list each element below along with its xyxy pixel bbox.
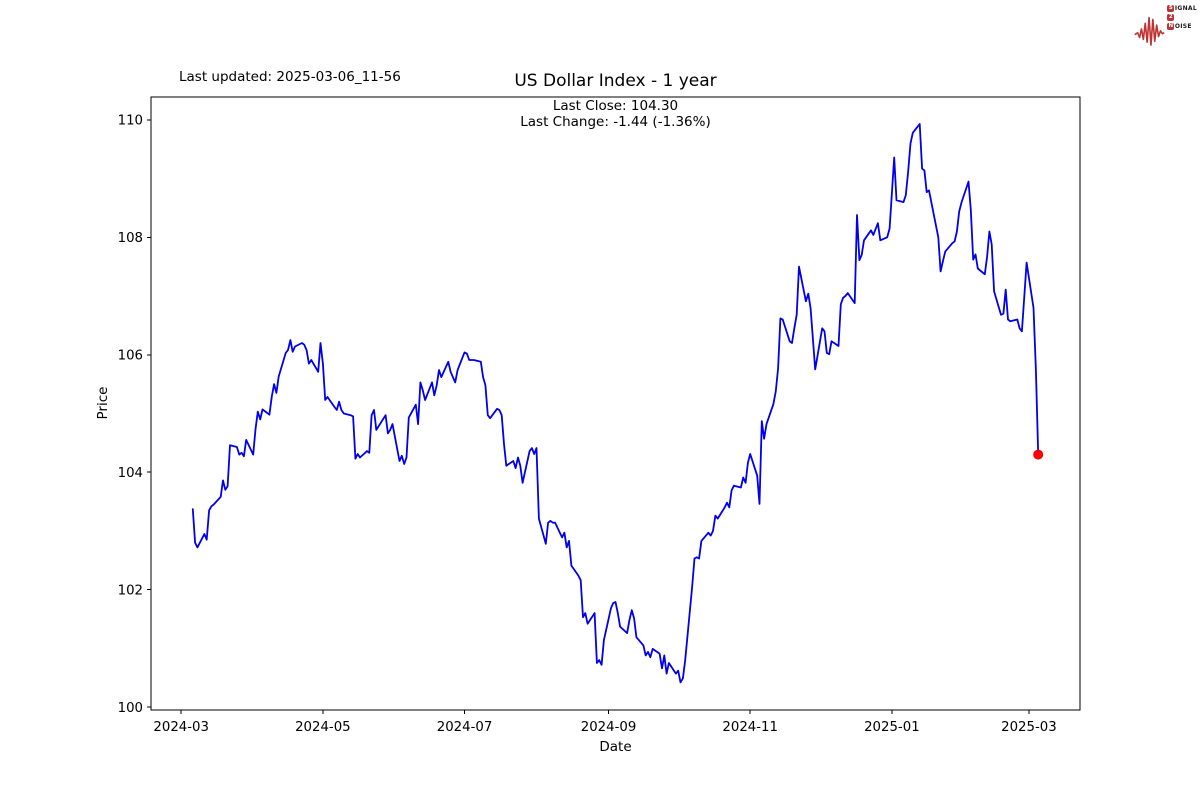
y-tick-label: 110 (118, 114, 143, 129)
plot-border (150, 96, 1081, 711)
waveform-icon (1134, 16, 1165, 46)
last-change-text: Last Change: -1.44 (-1.36%) (520, 113, 711, 130)
x-tick-label: 2025-03 (1001, 720, 1057, 735)
logo-badge-n: N (1167, 23, 1175, 30)
chart-title: US Dollar Index - 1 year (514, 71, 717, 91)
price-line (191, 123, 1040, 684)
y-tick-label: 100 (118, 701, 143, 716)
y-axis-label: Price (95, 386, 111, 420)
logo-text: S IGNAL 2 N OISE (1167, 5, 1197, 32)
x-tick-label: 2024-09 (581, 720, 637, 735)
last-price-marker (1033, 449, 1044, 460)
x-tick-label: 2024-03 (153, 720, 209, 735)
y-tick-label: 108 (118, 231, 143, 246)
x-tick-label: 2025-01 (864, 720, 920, 735)
x-tick-label: 2024-05 (295, 720, 351, 735)
last-updated-text: Last updated: 2025-03-06_11-56 (179, 69, 401, 85)
logo-text-oise: OISE (1174, 23, 1192, 30)
last-close-text: Last Close: 104.30 (552, 98, 679, 114)
x-axis-label: Date (599, 739, 632, 755)
logo-badge-2: 2 (1167, 14, 1175, 21)
signal2noise-logo: S IGNAL 2 N OISE (1134, 5, 1197, 47)
logo-text-ignal: IGNAL (1174, 5, 1197, 12)
y-tick-label: 104 (118, 466, 143, 481)
x-tick-label: 2024-07 (437, 720, 493, 735)
y-tick-label: 102 (118, 583, 143, 598)
x-tick-label: 2024-11 (722, 720, 778, 735)
y-tick-label: 106 (118, 348, 143, 363)
logo-badge-s: S (1167, 5, 1175, 12)
chart-subtitle: Last Close: 104.30 Last Change: -1.44 (-… (151, 98, 1080, 130)
